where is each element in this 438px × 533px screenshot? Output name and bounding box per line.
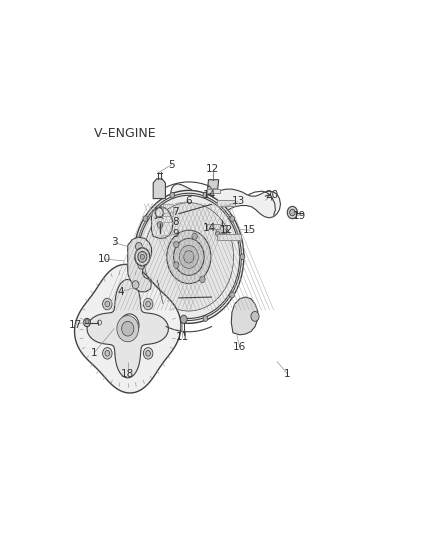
Polygon shape (171, 184, 280, 298)
Circle shape (290, 209, 295, 216)
Text: 7: 7 (172, 207, 179, 217)
Circle shape (117, 316, 138, 342)
Circle shape (180, 315, 187, 324)
Text: 1: 1 (284, 369, 290, 379)
Circle shape (170, 316, 175, 321)
Circle shape (105, 351, 110, 356)
Polygon shape (208, 180, 219, 189)
Circle shape (102, 348, 112, 359)
Polygon shape (152, 207, 173, 238)
Circle shape (240, 254, 245, 260)
Polygon shape (207, 189, 220, 193)
Circle shape (173, 262, 179, 268)
Text: 4: 4 (118, 287, 124, 297)
Circle shape (138, 261, 145, 269)
Circle shape (135, 248, 150, 266)
Text: 14: 14 (202, 223, 216, 233)
Circle shape (192, 233, 197, 240)
Circle shape (184, 251, 194, 263)
Polygon shape (216, 225, 227, 234)
Circle shape (146, 351, 151, 356)
Circle shape (135, 243, 142, 251)
Circle shape (215, 231, 220, 236)
Text: 12: 12 (219, 225, 233, 235)
Text: 17: 17 (68, 320, 82, 329)
Text: 10: 10 (97, 254, 110, 264)
Polygon shape (128, 237, 152, 292)
Text: 1: 1 (91, 348, 97, 358)
Circle shape (146, 301, 151, 307)
Polygon shape (231, 297, 258, 335)
Text: 13: 13 (231, 197, 245, 206)
Polygon shape (74, 264, 181, 393)
Circle shape (85, 320, 88, 324)
Circle shape (138, 195, 240, 318)
Text: 18: 18 (121, 369, 134, 379)
Circle shape (140, 254, 145, 260)
Circle shape (230, 216, 235, 222)
Circle shape (105, 301, 110, 307)
Circle shape (143, 298, 153, 310)
Polygon shape (87, 279, 169, 378)
Circle shape (167, 230, 211, 284)
Circle shape (173, 241, 179, 248)
Text: 9: 9 (172, 229, 179, 239)
Circle shape (144, 203, 233, 311)
Text: 19: 19 (293, 211, 306, 221)
Circle shape (122, 321, 134, 336)
Text: 14: 14 (202, 190, 216, 200)
Circle shape (84, 318, 90, 327)
Text: 8: 8 (172, 217, 179, 227)
Circle shape (120, 314, 139, 337)
Circle shape (143, 216, 148, 222)
Circle shape (203, 316, 208, 321)
Circle shape (251, 311, 259, 321)
Text: 5: 5 (169, 159, 175, 169)
Text: 6: 6 (186, 197, 192, 206)
Circle shape (230, 292, 235, 298)
Polygon shape (153, 179, 166, 199)
Text: 15: 15 (243, 225, 257, 235)
Text: 20: 20 (265, 190, 279, 200)
Polygon shape (217, 200, 235, 206)
Circle shape (134, 190, 244, 324)
Circle shape (207, 187, 211, 191)
Circle shape (173, 238, 204, 276)
Circle shape (200, 276, 205, 282)
Polygon shape (207, 224, 220, 229)
Circle shape (102, 298, 112, 310)
Circle shape (138, 252, 147, 262)
Circle shape (179, 245, 198, 268)
Text: 3: 3 (111, 238, 117, 247)
Circle shape (143, 292, 148, 298)
Circle shape (287, 206, 297, 219)
Text: 11: 11 (175, 332, 189, 342)
Circle shape (170, 192, 175, 198)
Circle shape (143, 348, 153, 359)
Text: V–ENGINE: V–ENGINE (94, 127, 156, 140)
Circle shape (157, 222, 162, 228)
Text: 12: 12 (206, 164, 219, 174)
Circle shape (136, 193, 241, 320)
Circle shape (203, 192, 208, 198)
Circle shape (132, 281, 139, 289)
Circle shape (133, 254, 138, 260)
Polygon shape (217, 235, 241, 240)
Text: 16: 16 (233, 342, 247, 352)
